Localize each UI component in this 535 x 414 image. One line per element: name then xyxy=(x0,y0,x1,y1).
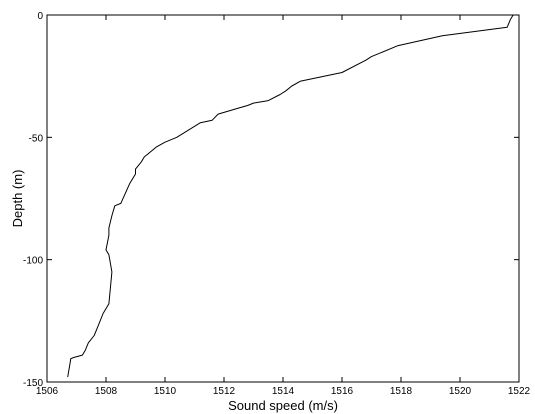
sound-speed-series-line xyxy=(67,14,514,378)
y-axis-label: Depth (m) xyxy=(10,170,25,228)
x-axis-label: Sound speed (m/s) xyxy=(228,398,338,413)
x-tick-label: 1518 xyxy=(390,386,413,397)
x-tick-label: 1512 xyxy=(213,386,236,397)
x-tick-label: 1520 xyxy=(449,386,472,397)
x-tick-label: 1506 xyxy=(36,386,59,397)
x-tick-label: 1510 xyxy=(154,386,177,397)
tick-labels-layer: 1506 1508 1510 1512 1514 1516 1518 1520 1522 0 -50… xyxy=(23,11,531,397)
x-tick-label: 1516 xyxy=(331,386,354,397)
x-tick-label: 1508 xyxy=(95,386,118,397)
y-tick-label: -100 xyxy=(23,256,43,267)
x-tick-label: 1522 xyxy=(508,386,531,397)
x-tick-label: 1514 xyxy=(272,386,295,397)
y-tick-label: -50 xyxy=(29,133,44,144)
plot-frame xyxy=(46,14,520,383)
series-layer xyxy=(67,14,514,378)
y-tick-label: -150 xyxy=(23,378,43,389)
y-tick-label: 0 xyxy=(37,11,43,22)
ticks-layer xyxy=(46,14,520,383)
